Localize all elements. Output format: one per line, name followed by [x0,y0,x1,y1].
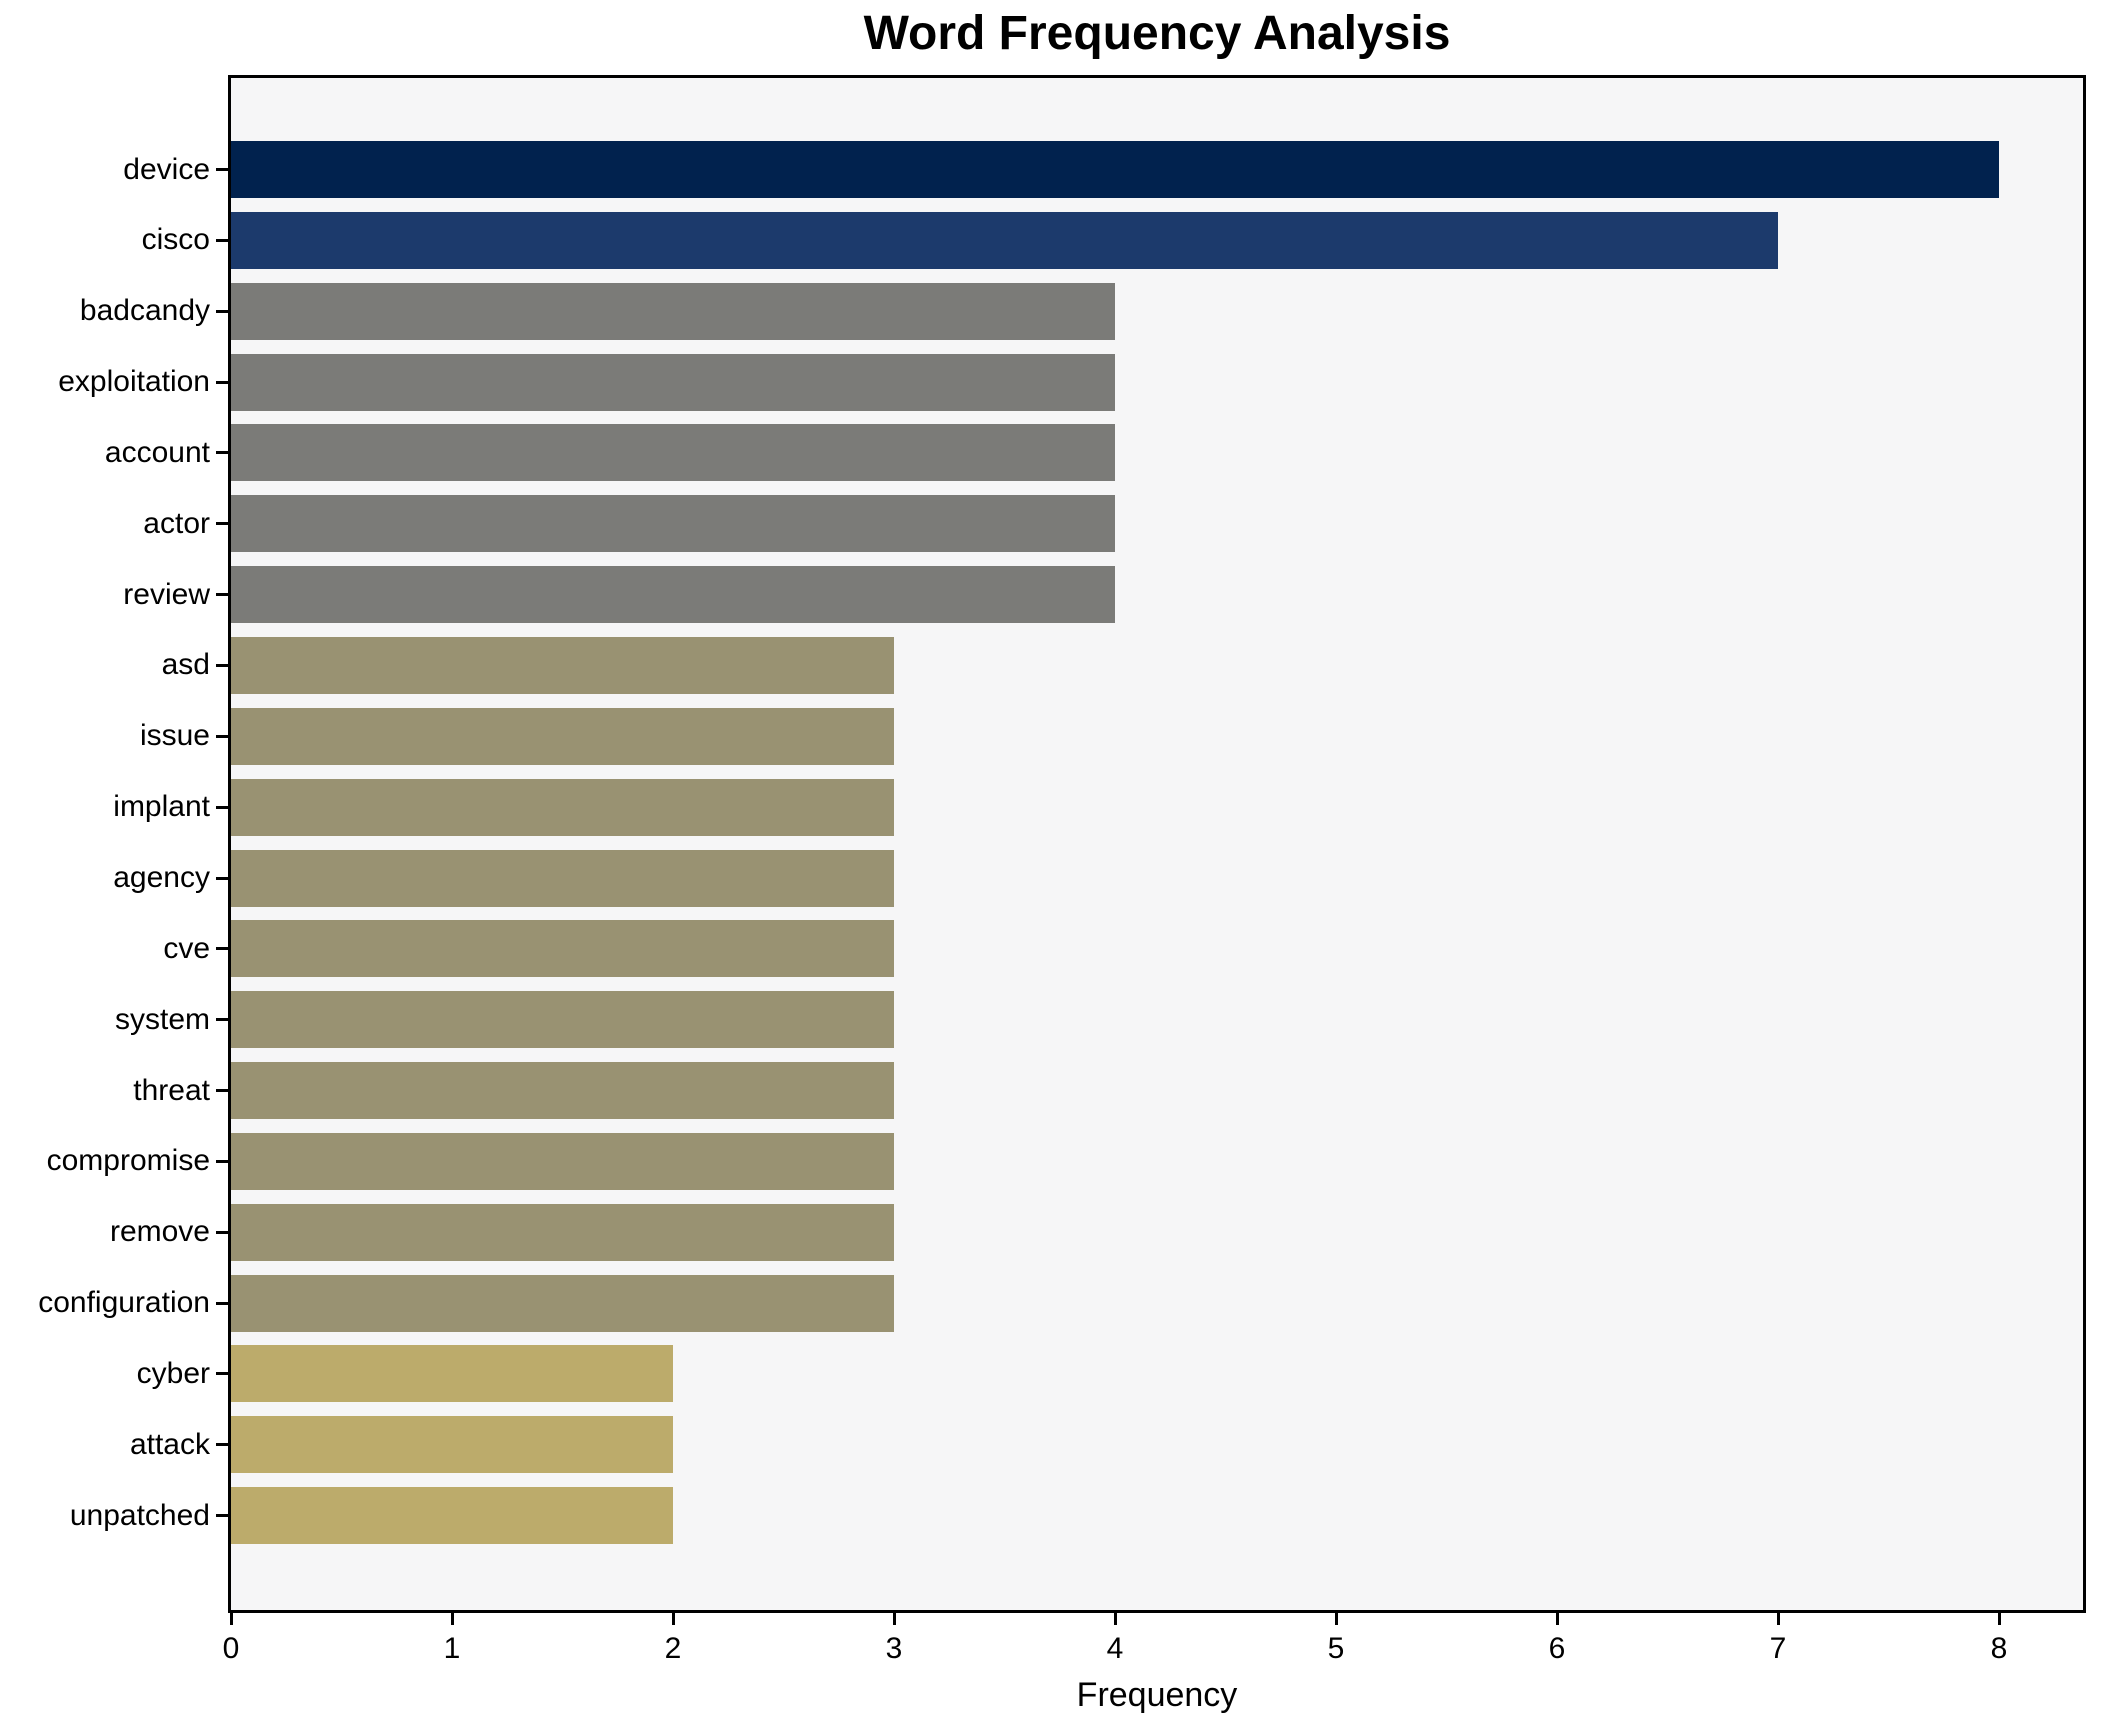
bar-issue [231,707,894,765]
y-tick-mark [216,1443,228,1447]
bar-actor [231,495,1115,553]
bar-compromise [231,1132,894,1190]
y-tick-label-remove: remove [109,1215,210,1249]
y-tick-mark [216,593,228,597]
y-tick-mark [216,805,228,809]
y-tick-label-threat: threat [133,1073,210,1107]
y-tick-mark [216,380,228,384]
y-tick-label-agency: agency [113,861,210,894]
y-tick-mark [216,309,228,313]
x-tick-label-8: 8 [1990,1632,2008,1665]
y-tick-mark [216,663,228,667]
x-axis-label: Frequency [1076,1676,1238,1714]
y-tick-mark [216,238,228,242]
y-tick-label-asd: asd [161,648,210,682]
x-tick-mark [1113,1613,1117,1625]
y-tick-label-unpatched: unpatched [69,1498,210,1532]
x-tick-label-2: 2 [664,1632,682,1665]
y-tick-label-review: review [123,577,210,611]
y-tick-mark [216,522,228,526]
y-tick-mark [216,734,228,738]
bar-cve [231,920,894,978]
y-tick-mark [216,876,228,880]
bar-account [231,424,1115,482]
x-tick-label-5: 5 [1327,1632,1345,1665]
x-tick-label-4: 4 [1106,1632,1124,1665]
bar-device [231,141,2000,198]
y-tick-mark [216,947,228,951]
y-tick-label-cyber: cyber [136,1356,210,1390]
bar-configuration [231,1274,894,1332]
bar-unpatched [231,1487,673,1545]
y-tick-mark [216,1230,228,1234]
x-tick-label-3: 3 [885,1632,903,1665]
bar-review [231,566,1115,624]
x-tick-mark [892,1613,896,1625]
y-tick-mark [216,1301,228,1305]
bar-cisco [231,211,1779,269]
y-tick-label-exploitation: exploitation [58,365,210,399]
y-tick-label-cisco: cisco [141,223,210,257]
bar-agency [231,849,894,907]
x-tick-mark [450,1613,454,1625]
y-tick-label-attack: attack [129,1427,210,1461]
y-tick-label-implant: implant [113,790,210,824]
y-tick-mark [216,1018,228,1022]
x-tick-label-0: 0 [222,1632,240,1665]
x-tick-mark [229,1613,233,1625]
x-tick-label-1: 1 [443,1632,461,1665]
y-tick-label-badcandy: badcandy [79,294,210,328]
y-tick-label-system: system [114,1002,210,1036]
x-tick-mark [1334,1613,1338,1625]
bar-implant [231,778,894,836]
y-tick-mark [216,451,228,455]
bar-badcandy [231,282,1115,340]
y-tick-label-issue: issue [139,719,210,753]
y-tick-label-actor: actor [143,506,210,540]
y-tick-label-device: device [123,152,210,186]
x-tick-label-6: 6 [1548,1632,1566,1665]
y-tick-mark [216,1159,228,1163]
bar-threat [231,1062,894,1120]
y-tick-mark [216,1089,228,1093]
y-tick-mark [216,1372,228,1376]
x-tick-mark [671,1613,675,1625]
bar-cyber [231,1345,673,1403]
y-tick-label-configuration: configuration [38,1286,210,1320]
y-tick-label-cve: cve [163,931,210,965]
y-tick-label-account: account [104,435,210,469]
bar-system [231,991,894,1049]
x-tick-label-7: 7 [1769,1632,1787,1665]
bar-remove [231,1203,894,1261]
bar-asd [231,636,894,694]
y-tick-mark [216,1514,228,1518]
y-tick-label-compromise: compromise [46,1144,210,1178]
bar-exploitation [231,353,1115,411]
chart-title: Word Frequency Analysis [863,7,1451,60]
y-tick-mark [216,168,228,171]
bar-attack [231,1416,673,1474]
x-tick-mark [1776,1613,1780,1625]
x-tick-mark [1555,1613,1559,1625]
x-tick-mark [1997,1613,2001,1625]
